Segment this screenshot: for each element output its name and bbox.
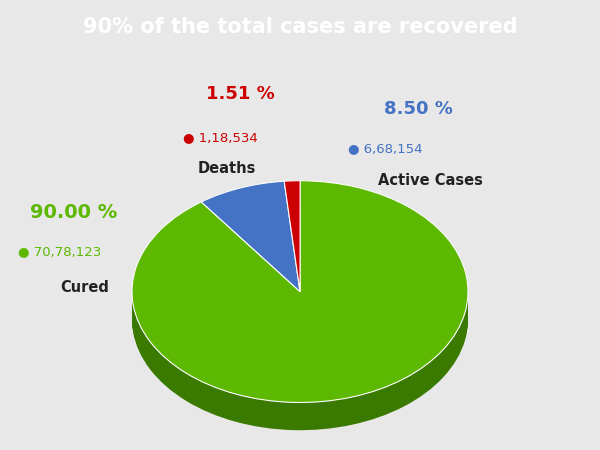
Wedge shape xyxy=(132,184,468,406)
Wedge shape xyxy=(132,205,468,427)
Wedge shape xyxy=(201,192,300,303)
Text: 90.00 %: 90.00 % xyxy=(30,203,117,222)
Wedge shape xyxy=(284,190,300,301)
Text: 90% of the total cases are recovered: 90% of the total cases are recovered xyxy=(83,17,517,37)
Wedge shape xyxy=(132,199,468,421)
Ellipse shape xyxy=(132,225,468,414)
Wedge shape xyxy=(201,202,300,312)
Wedge shape xyxy=(132,181,468,402)
Ellipse shape xyxy=(132,210,468,399)
Wedge shape xyxy=(132,181,468,402)
Wedge shape xyxy=(201,189,300,299)
Text: Cured: Cured xyxy=(60,280,109,295)
Wedge shape xyxy=(201,198,300,308)
Wedge shape xyxy=(132,188,468,410)
Wedge shape xyxy=(284,184,300,295)
Wedge shape xyxy=(284,199,300,310)
Text: Deaths: Deaths xyxy=(198,162,256,176)
Wedge shape xyxy=(284,186,300,297)
Wedge shape xyxy=(284,207,300,317)
Wedge shape xyxy=(132,190,468,412)
Ellipse shape xyxy=(132,198,468,386)
Wedge shape xyxy=(132,201,468,423)
Text: ● 70,78,123: ● 70,78,123 xyxy=(18,246,101,258)
Wedge shape xyxy=(201,185,300,295)
Wedge shape xyxy=(284,205,300,315)
Wedge shape xyxy=(201,196,300,306)
Wedge shape xyxy=(284,192,300,303)
Ellipse shape xyxy=(132,199,468,388)
Ellipse shape xyxy=(132,220,468,408)
Wedge shape xyxy=(201,209,300,320)
Wedge shape xyxy=(284,198,300,308)
Wedge shape xyxy=(132,195,468,417)
Wedge shape xyxy=(132,203,468,425)
Ellipse shape xyxy=(132,201,468,390)
Ellipse shape xyxy=(132,205,468,393)
Wedge shape xyxy=(284,183,300,293)
Wedge shape xyxy=(201,194,300,305)
Wedge shape xyxy=(284,188,300,299)
Wedge shape xyxy=(201,183,300,293)
Text: 1.51 %: 1.51 % xyxy=(206,85,274,103)
Text: Active Cases: Active Cases xyxy=(378,173,483,188)
Text: ● 6,68,154: ● 6,68,154 xyxy=(348,143,422,156)
Wedge shape xyxy=(201,181,300,292)
Wedge shape xyxy=(284,194,300,305)
Wedge shape xyxy=(132,183,468,405)
Ellipse shape xyxy=(132,223,468,412)
Ellipse shape xyxy=(132,218,468,406)
Ellipse shape xyxy=(132,208,468,397)
Ellipse shape xyxy=(132,203,468,392)
Wedge shape xyxy=(284,208,300,320)
Ellipse shape xyxy=(132,207,468,395)
Ellipse shape xyxy=(132,216,468,405)
Text: 8.50 %: 8.50 % xyxy=(384,100,453,118)
Wedge shape xyxy=(132,194,468,415)
Wedge shape xyxy=(284,203,300,314)
Wedge shape xyxy=(132,186,468,408)
Ellipse shape xyxy=(132,214,468,402)
Wedge shape xyxy=(284,195,300,306)
Wedge shape xyxy=(284,181,300,292)
Wedge shape xyxy=(284,201,300,312)
Wedge shape xyxy=(201,190,300,301)
Wedge shape xyxy=(201,203,300,314)
Text: ● 1,18,534: ● 1,18,534 xyxy=(183,130,258,144)
Wedge shape xyxy=(201,181,300,292)
Wedge shape xyxy=(132,208,468,430)
Wedge shape xyxy=(201,200,300,310)
Wedge shape xyxy=(132,207,468,428)
Wedge shape xyxy=(132,198,468,419)
Ellipse shape xyxy=(132,221,468,410)
Wedge shape xyxy=(201,205,300,315)
Wedge shape xyxy=(132,192,468,414)
Wedge shape xyxy=(284,181,300,292)
Ellipse shape xyxy=(132,212,468,400)
Wedge shape xyxy=(201,207,300,317)
Wedge shape xyxy=(201,187,300,297)
